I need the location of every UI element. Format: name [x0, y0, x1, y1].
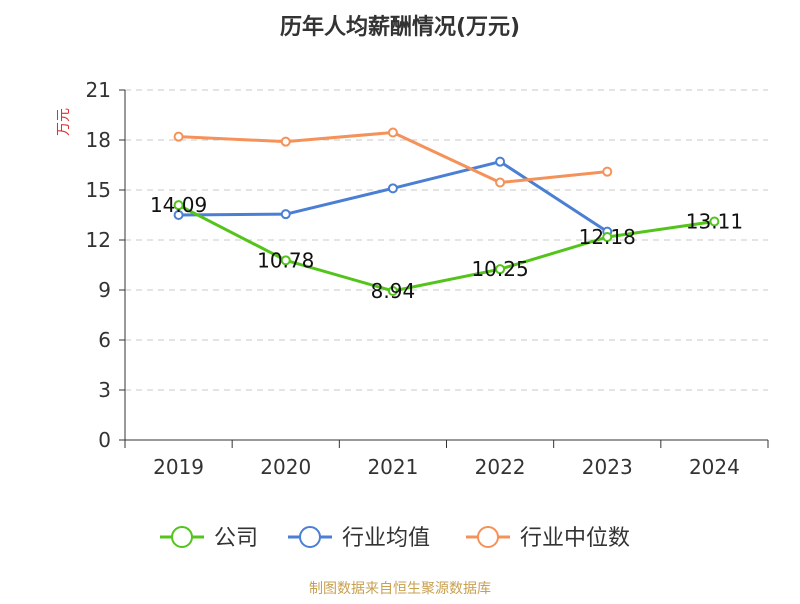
data-point [173, 200, 184, 211]
y-tick-label: 0 [98, 428, 111, 452]
data-point [173, 210, 184, 220]
legend-marker [171, 526, 193, 548]
data-point [602, 166, 613, 177]
legend-label: 行业均值 [342, 526, 430, 551]
y-tick-label: 21 [86, 78, 111, 102]
legend-label: 公司 [214, 526, 258, 551]
legend-marker [477, 526, 499, 548]
y-axis-label: 万元 [56, 108, 72, 136]
series-line [177, 160, 609, 234]
data-labels: 14.09 10.78 8.94 10.25 12.18 13.11 [150, 193, 743, 303]
x-tick-label: 2024 [689, 455, 740, 479]
data-point [387, 183, 398, 194]
source-note: 制图数据来自恒生聚源数据库 [309, 581, 491, 597]
data-label: 12.18 [579, 225, 636, 249]
data-point [709, 216, 720, 227]
y-tick-label: 9 [98, 278, 111, 302]
y-tick-label: 6 [98, 328, 111, 352]
data-point [602, 232, 613, 242]
data-point [495, 156, 506, 167]
y-tick-label: 3 [98, 378, 111, 402]
data-point [495, 264, 506, 275]
y-tick-label: 15 [86, 178, 111, 202]
y-tick-label: 18 [86, 128, 111, 152]
data-point [280, 255, 291, 266]
x-tick-label: 2020 [260, 455, 311, 479]
data-point [173, 131, 184, 142]
grid-lines [125, 89, 768, 391]
x-tick-label: 2019 [153, 455, 204, 479]
y-tick-label: 12 [86, 228, 111, 252]
data-point [280, 209, 291, 220]
data-point [387, 127, 398, 138]
data-label: 10.25 [471, 257, 528, 281]
data-label: 10.78 [257, 248, 314, 272]
data-label: 13.11 [686, 210, 743, 234]
legend-label: 行业中位数 [520, 526, 630, 551]
axes: 0 3 6 9 12 15 18 21 2019 2020 2021 2022 2023 2024 [86, 78, 769, 479]
x-tick-label: 2021 [367, 455, 418, 479]
data-label: 8.94 [371, 279, 416, 303]
data-point [495, 177, 506, 188]
series-layer [173, 127, 720, 296]
series-line [177, 203, 716, 293]
x-tick-label: 2022 [475, 455, 526, 479]
legend: 公司 行业均值 行业中位数 [160, 526, 630, 551]
data-point [280, 136, 291, 147]
chart-title: 历年人均薪酬情况(万元) [280, 14, 520, 40]
data-label: 14.09 [150, 193, 207, 217]
data-point [387, 286, 398, 296]
legend-marker [299, 526, 321, 548]
x-tick-label: 2023 [582, 455, 633, 479]
